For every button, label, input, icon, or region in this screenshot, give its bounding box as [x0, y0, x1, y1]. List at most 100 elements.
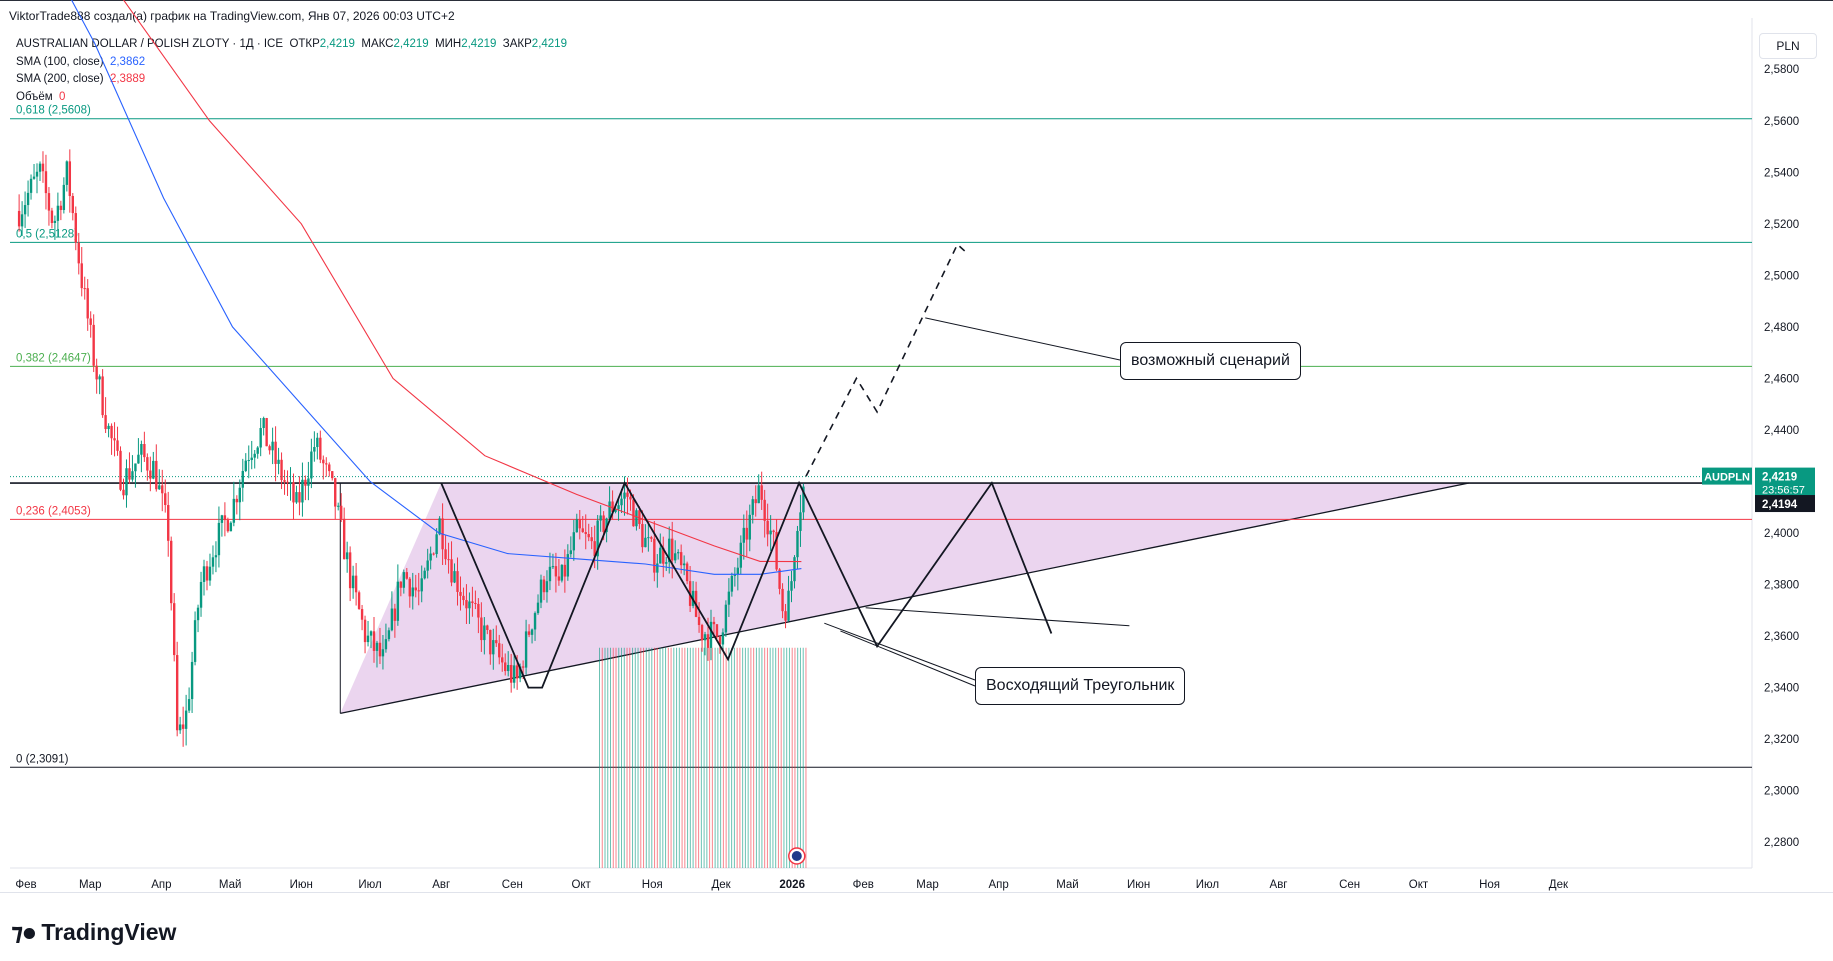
candle-body	[456, 571, 459, 592]
legend-volume-row[interactable]: Объём 0	[16, 89, 567, 107]
sma200-label: SMA (200, close)	[16, 73, 104, 85]
legend-sma200-row[interactable]: SMA (200, close) 2,3889	[16, 71, 567, 89]
candle-body	[372, 631, 376, 651]
candle-body	[369, 631, 373, 636]
x-tick-label: Дек	[711, 879, 731, 891]
candle-body	[614, 509, 617, 512]
candle-body	[158, 485, 161, 490]
candle-body	[337, 505, 340, 507]
candle-body	[226, 520, 230, 532]
y-tick-label: 2,2800	[1764, 837, 1799, 849]
candle-body	[387, 630, 391, 640]
fib-level-label: 0,5 (2,5128)	[16, 228, 78, 240]
candle-body	[232, 498, 236, 523]
x-tick-label: Июн	[1127, 879, 1150, 891]
candle-body	[617, 505, 620, 510]
candle-body	[125, 468, 128, 496]
candle-body	[345, 552, 349, 560]
candle-body	[474, 603, 477, 605]
candle-body	[608, 501, 611, 519]
sma100-line	[70, 0, 802, 575]
candle-body	[465, 600, 468, 609]
candle-body	[447, 559, 450, 561]
y-tick-label: 2,3000	[1764, 786, 1799, 798]
price-chart[interactable]: 2,5800 2,5600 2,5400 2,5200 2,5000 2,4800 2,46…	[0, 0, 1833, 892]
candle-body	[113, 438, 116, 441]
candle-body	[17, 210, 21, 227]
candle-body	[414, 587, 417, 591]
candle-body	[38, 163, 42, 172]
candle-body	[378, 642, 382, 657]
candle-body	[644, 537, 647, 548]
x-tick-label: Фев	[853, 879, 874, 891]
zigzag-pattern	[440, 480, 1053, 689]
candle-body	[569, 550, 573, 555]
y-tick-label: 2,5200	[1764, 219, 1799, 231]
candle-body	[477, 603, 480, 618]
candle-body	[790, 581, 793, 591]
candle-body	[650, 537, 653, 539]
candle-body	[682, 563, 686, 566]
symbol-tag: AUDPLN	[1704, 472, 1750, 484]
candle-body	[781, 588, 784, 612]
symbol-tag-bg	[1702, 467, 1752, 485]
candle-body	[331, 471, 334, 479]
candle-body	[265, 418, 268, 447]
candle-body	[357, 592, 361, 610]
candle-body	[787, 590, 790, 621]
candle-body	[775, 532, 778, 570]
annotation-triangle[interactable]: Восходящий Треугольник	[975, 667, 1186, 705]
candle-body	[351, 575, 355, 589]
scenario-callout-line	[925, 317, 1121, 361]
candle-body	[426, 560, 429, 571]
candle-body	[334, 478, 337, 507]
x-tick-label: Авг	[1270, 879, 1288, 891]
candle-body	[286, 481, 289, 483]
candle-body	[515, 665, 519, 679]
candle-body	[715, 624, 719, 637]
candle-body	[164, 493, 167, 506]
candle-body	[763, 499, 766, 521]
candle-body	[712, 621, 716, 625]
candle-body	[35, 171, 39, 177]
instrument-title[interactable]: AUSTRALIAN DOLLAR / POLISH ZLOTY · 1Д · …	[16, 38, 284, 50]
candle-body	[727, 591, 731, 605]
candle-body	[638, 510, 641, 525]
legend-sma100-row[interactable]: SMA (100, close) 2,3862	[16, 54, 567, 72]
y-tick-label: 2,4000	[1764, 528, 1799, 540]
x-tick-label: Сен	[502, 879, 523, 891]
candle-body	[766, 520, 769, 535]
candle-body	[354, 575, 358, 593]
candle-body	[486, 625, 489, 630]
candle-body	[104, 415, 107, 430]
candle-body	[172, 603, 176, 656]
annotation-scenario[interactable]: возможный сценарий	[1120, 342, 1301, 380]
candle-body	[551, 566, 555, 568]
candle-body	[244, 460, 247, 472]
candle-body	[366, 635, 370, 643]
candle-body	[596, 520, 599, 557]
legend: AUSTRALIAN DOLLAR / POLISH ZLOTY · 1Д · …	[16, 36, 567, 106]
candle-body	[772, 530, 775, 533]
candle-body	[730, 575, 734, 592]
candle-body	[339, 505, 343, 519]
tradingview-logo[interactable]: ⁊⦁ TradingView	[11, 918, 176, 946]
candle-body	[229, 522, 233, 532]
candle-body	[271, 441, 274, 451]
currency-button[interactable]: PLN	[1759, 33, 1817, 59]
candle-body	[110, 425, 113, 439]
candle-body	[68, 161, 72, 197]
x-tick-label: Фев	[15, 879, 36, 891]
candle-body	[590, 537, 593, 542]
candle-body	[390, 608, 394, 631]
high-label: МАКС	[361, 38, 394, 50]
candle-body	[542, 579, 546, 593]
flag-icon	[791, 851, 802, 861]
candle-body	[342, 518, 346, 560]
candle-body	[101, 376, 104, 416]
candle-body	[181, 724, 185, 729]
top-border	[0, 0, 1833, 1]
candle-body	[304, 479, 307, 486]
x-tick-label: Июл	[1196, 879, 1219, 891]
candle-body	[292, 482, 295, 503]
